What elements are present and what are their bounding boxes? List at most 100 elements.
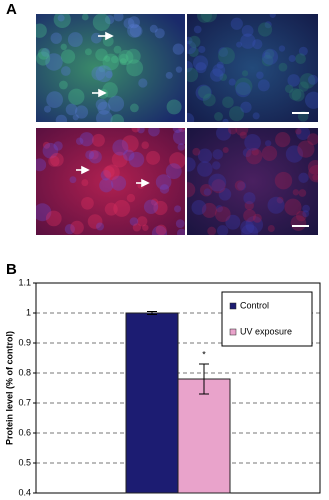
blob xyxy=(126,193,136,203)
blob xyxy=(60,49,76,64)
panel-label: B xyxy=(6,261,17,278)
blob xyxy=(187,157,196,172)
blob xyxy=(90,32,102,44)
blob xyxy=(197,14,212,23)
blob xyxy=(288,54,296,63)
blob xyxy=(121,135,139,153)
blob xyxy=(112,139,129,156)
blob xyxy=(234,180,246,191)
blob xyxy=(298,172,309,183)
blob xyxy=(36,23,47,38)
blob xyxy=(45,53,63,71)
blob xyxy=(292,189,300,196)
blob xyxy=(141,141,149,149)
blob xyxy=(123,17,135,29)
blob xyxy=(125,48,141,64)
blob xyxy=(287,74,300,87)
micrographs xyxy=(36,14,318,235)
blob xyxy=(169,152,185,169)
image xyxy=(36,14,185,122)
blob xyxy=(113,45,122,54)
blob xyxy=(212,149,223,160)
blob xyxy=(241,25,254,37)
blob xyxy=(100,169,112,181)
blob xyxy=(198,45,206,54)
blob xyxy=(137,216,148,227)
blob xyxy=(261,48,279,65)
blob xyxy=(104,164,120,181)
blob xyxy=(88,150,102,164)
blob xyxy=(192,55,209,71)
blob xyxy=(291,88,305,102)
blob xyxy=(228,106,245,122)
blob xyxy=(110,175,127,191)
blob xyxy=(102,82,118,98)
blob xyxy=(43,105,51,113)
blob xyxy=(212,63,226,77)
blob xyxy=(241,224,259,235)
y-axis-label: Protein level (% of control) xyxy=(4,331,14,445)
blob xyxy=(187,67,199,83)
blob xyxy=(304,91,318,109)
blob xyxy=(263,51,271,60)
blob xyxy=(187,182,196,198)
blob xyxy=(252,112,260,120)
blob xyxy=(264,49,275,59)
blob xyxy=(138,78,148,88)
blob xyxy=(216,225,229,235)
blob xyxy=(102,53,120,71)
legend-swatch xyxy=(229,328,237,336)
blob xyxy=(151,225,168,235)
y-tick-label: 0.4 xyxy=(18,487,31,497)
blob xyxy=(142,224,149,231)
blob xyxy=(104,202,118,216)
blob xyxy=(284,198,302,216)
blob xyxy=(50,152,64,167)
blob xyxy=(225,214,241,230)
blob xyxy=(95,110,113,122)
blob xyxy=(95,222,105,231)
blob xyxy=(244,133,261,151)
blob xyxy=(193,25,202,34)
blob xyxy=(84,48,92,56)
blob xyxy=(174,205,182,213)
blob xyxy=(50,32,62,44)
blob xyxy=(308,164,318,183)
blob xyxy=(218,47,235,65)
blob xyxy=(256,71,264,79)
blob xyxy=(251,148,259,156)
blob xyxy=(257,79,270,92)
blob xyxy=(298,81,309,92)
blob xyxy=(235,128,249,136)
blob xyxy=(165,163,182,180)
blob xyxy=(178,128,185,133)
blob xyxy=(218,47,229,58)
blob xyxy=(41,48,50,57)
blob xyxy=(267,196,285,214)
blob xyxy=(172,43,184,55)
blob xyxy=(197,148,213,163)
blob xyxy=(111,151,128,168)
legend-label: UV exposure xyxy=(240,326,292,336)
blob xyxy=(155,174,172,190)
blob xyxy=(214,112,223,121)
blob xyxy=(57,14,65,22)
blob xyxy=(228,128,238,135)
blob xyxy=(81,14,89,21)
blob xyxy=(198,85,212,99)
blob xyxy=(218,188,232,201)
blob xyxy=(137,128,145,134)
blob xyxy=(312,174,318,181)
blob xyxy=(69,176,77,184)
blob xyxy=(103,166,115,178)
blob xyxy=(285,145,304,163)
y-tick-label: 1.1 xyxy=(18,277,31,287)
blob xyxy=(210,68,224,82)
blob xyxy=(95,48,108,61)
blob xyxy=(295,128,302,135)
blob xyxy=(153,200,168,216)
blob xyxy=(187,40,197,55)
blob xyxy=(60,43,67,51)
blob xyxy=(296,128,311,141)
blob xyxy=(264,140,272,147)
